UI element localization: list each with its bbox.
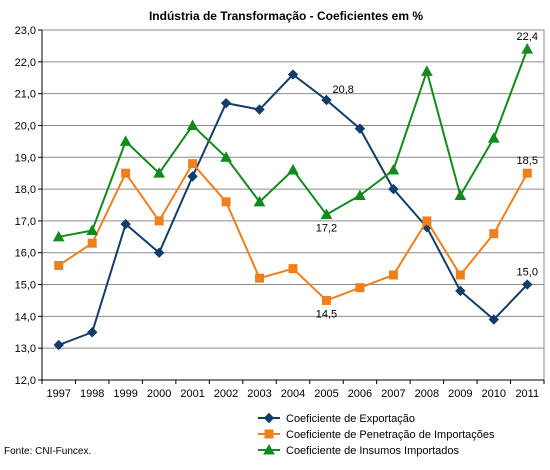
data-point <box>287 163 299 175</box>
data-point <box>287 69 299 80</box>
data-point <box>355 283 365 293</box>
legend-label: Coeficiente de Exportação <box>286 413 415 425</box>
series-layer <box>52 43 534 351</box>
data-point <box>86 224 99 235</box>
source-note: Fonte: CNI-Funcex. <box>4 446 91 457</box>
data-label: 15,0 <box>517 267 538 279</box>
y-tick-label: 20,0 <box>15 120 36 132</box>
y-tick-label: 14,0 <box>15 311 36 323</box>
series-0 <box>53 69 533 351</box>
y-tick-label: 21,0 <box>15 89 36 101</box>
data-point <box>487 132 500 143</box>
x-tick-label: 2001 <box>180 388 204 400</box>
data-point <box>86 327 98 338</box>
x-tick-label: 2011 <box>515 388 539 400</box>
x-tick-label: 2010 <box>482 388 506 400</box>
data-label: 17,2 <box>316 223 337 235</box>
data-point <box>387 163 400 175</box>
legend-item: Coeficiente de Exportação <box>258 412 415 425</box>
legend-marker <box>263 443 275 455</box>
gridlines <box>42 61 544 349</box>
data-point <box>188 159 198 169</box>
x-tick-label: 2008 <box>415 388 439 400</box>
chart-title: Indústria de Transformação - Coeficiente… <box>149 9 423 23</box>
legend-marker <box>263 412 275 424</box>
data-point <box>522 279 533 290</box>
data-label: 20,8 <box>332 84 353 96</box>
data-point <box>221 197 231 207</box>
data-point <box>254 104 265 115</box>
data-point <box>186 119 199 130</box>
legend-label: Coeficiente de Insumos Importados <box>286 445 460 457</box>
series-1 <box>54 159 532 305</box>
y-tick-label: 23,0 <box>15 25 36 37</box>
data-point <box>220 97 232 109</box>
data-labels: 20,8 15,0 14,5 18,5 17,2 22,4 <box>316 31 538 320</box>
x-tick-label: 1997 <box>46 388 70 400</box>
legend-marker <box>264 429 274 439</box>
legend-item: Coeficiente de Insumos Importados <box>258 443 460 457</box>
data-point <box>187 171 198 182</box>
data-point <box>354 123 366 134</box>
data-point <box>119 135 132 146</box>
data-point <box>153 167 165 178</box>
y-tick-label: 22,0 <box>15 57 36 69</box>
data-point <box>54 260 64 270</box>
data-point <box>522 168 532 178</box>
data-point <box>121 168 131 178</box>
y-tick-label: 18,0 <box>15 184 36 196</box>
x-tick-label: 2003 <box>247 388 271 400</box>
data-point <box>489 229 499 239</box>
data-point <box>454 189 467 200</box>
data-point <box>321 295 331 305</box>
data-point <box>87 238 97 248</box>
data-point <box>455 270 465 280</box>
y-tick-label: 13,0 <box>15 343 36 355</box>
x-tick-label: 2007 <box>381 388 405 400</box>
data-label: 22,4 <box>517 31 538 43</box>
legend-item: Coeficiente de Penetração de Importações <box>258 429 495 441</box>
data-point <box>120 218 131 230</box>
y-tick-label: 16,0 <box>15 248 36 260</box>
data-point <box>255 273 265 283</box>
data-point <box>488 314 500 325</box>
data-point <box>521 43 534 54</box>
data-point <box>153 247 165 258</box>
data-point <box>52 230 65 242</box>
data-point <box>421 65 433 76</box>
data-point <box>388 183 399 195</box>
x-tick-label: 2004 <box>281 388 305 400</box>
data-point <box>388 270 398 280</box>
data-point <box>154 216 164 226</box>
y-tick-label: 15,0 <box>15 280 36 292</box>
y-tick-label: 12,0 <box>15 375 36 387</box>
x-tick-label: 2006 <box>348 388 372 400</box>
data-point <box>288 264 298 274</box>
x-tick-label: 1998 <box>80 388 104 400</box>
x-tick-label: 1999 <box>113 388 137 400</box>
x-tick-label: 2005 <box>314 388 338 400</box>
data-label: 18,5 <box>517 155 538 167</box>
y-tick-label: 19,0 <box>15 152 36 164</box>
x-tick-label: 2000 <box>147 388 171 400</box>
series-2 <box>52 43 534 242</box>
data-point <box>220 151 232 162</box>
data-point <box>53 339 64 351</box>
data-point <box>354 189 366 200</box>
x-tick-label: 2002 <box>214 388 238 400</box>
plot-area <box>41 29 545 381</box>
data-label: 14,5 <box>316 308 337 320</box>
legend-label: Coeficiente de Penetração de Importações <box>286 429 495 441</box>
legend: Coeficiente de Exportação Coeficiente de … <box>258 412 495 457</box>
data-point <box>320 208 333 220</box>
data-point <box>455 285 466 297</box>
axes: 12,0 13,0 14,0 15,0 16,0 17,0 18,0 19,0 20,0 21,0… <box>15 25 545 400</box>
y-tick-label: 17,0 <box>15 216 36 228</box>
x-tick-label: 2009 <box>448 388 472 400</box>
data-point <box>253 195 266 207</box>
data-point <box>321 94 332 106</box>
data-point <box>422 216 432 226</box>
